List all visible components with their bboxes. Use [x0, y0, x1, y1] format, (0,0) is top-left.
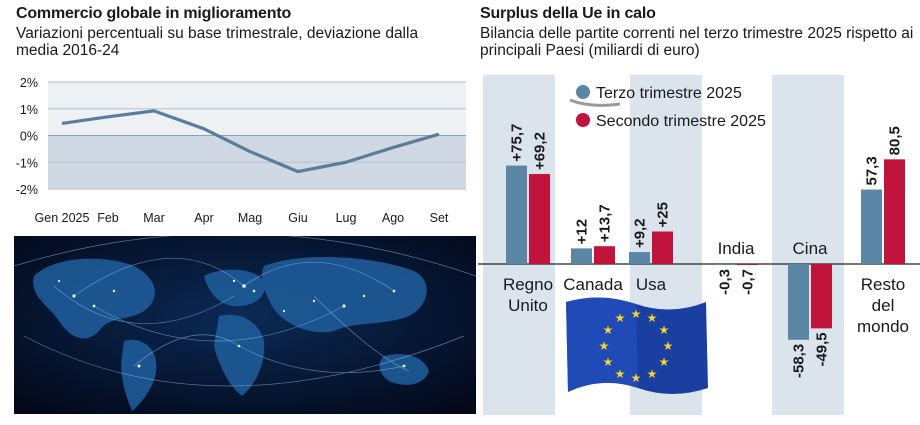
x-tick-label: Set [430, 211, 449, 225]
eu-flag-star-icon: ★ [615, 311, 626, 325]
category-label: Cina [793, 239, 829, 258]
line-chart-subtitle: Variazioni percentuali su base trimestra… [16, 25, 419, 59]
category-label: mondo [857, 317, 909, 336]
bar-value-label: 80,5 [887, 126, 904, 155]
bar [629, 252, 650, 264]
category-label: del [872, 296, 895, 315]
legend-marker [576, 85, 590, 99]
category-label: Regno [503, 275, 553, 294]
bar [506, 165, 527, 264]
bar-chart: ★ ★★★★★★★★★★★Terzo trimestre 2025Secondo … [478, 75, 920, 415]
y-tick-label: -2% [16, 183, 38, 197]
y-tick-label: 2% [20, 76, 38, 90]
bar-value-label: 57,3 [864, 156, 881, 185]
bar [714, 264, 735, 265]
y-tick-label: 1% [20, 103, 38, 117]
x-tick-label: Lug [336, 211, 357, 225]
flag-pole [569, 98, 621, 107]
eu-flag-illustration: ★ ★★★★★★★★★★★ [566, 297, 708, 394]
line-chart-panel: Commercio globale in miglioramento Varia… [14, 5, 476, 414]
bar [594, 246, 615, 264]
legend-label: Secondo trimestre 2025 [596, 113, 766, 130]
bar-chart-title: Surplus della Ue in calo [480, 5, 656, 22]
bar-value-label: +12 [574, 219, 591, 244]
eu-flag-star-icon: ★ [615, 367, 626, 381]
bar-value-label: -58,3 [791, 344, 808, 378]
eu-flag-star-icon: ★ [663, 339, 674, 353]
legend-marker [576, 113, 590, 127]
bar [811, 264, 832, 329]
eu-flag-star-icon: ★ [647, 311, 658, 325]
bar [884, 159, 905, 264]
line-chart: 2% 1% 0% -1% -2% Gen 2025 Feb Mar Apr Mag Giu Lug Ag… [16, 76, 466, 225]
column-band [772, 75, 844, 415]
bar [861, 189, 882, 264]
bar-value-label: +9,2 [632, 218, 649, 248]
eu-flag-star-icon: ★ [659, 323, 670, 337]
bar-value-label: +13,7 [597, 204, 614, 242]
bar-value-label: +69,2 [532, 132, 549, 170]
eu-flag-star-icon: ★ [599, 339, 610, 353]
x-tick-label: Mag [238, 211, 262, 225]
eu-flag-star-icon: ★ [603, 323, 614, 337]
eu-flag-star-icon: ★ [631, 307, 642, 321]
bar [737, 264, 758, 265]
legend-label: Terzo trimestre 2025 [596, 85, 742, 102]
category-label: Unito [508, 296, 548, 315]
category-label: India [718, 239, 755, 258]
bar [529, 174, 550, 264]
y-tick-label: -1% [16, 156, 38, 170]
bar-chart-subtitle: Bilancia delle partite correnti nel terz… [480, 25, 914, 59]
bar [788, 264, 809, 340]
x-tick-label: Feb [97, 211, 119, 225]
eu-flag-shade [566, 297, 638, 392]
x-tick-label: Apr [194, 211, 213, 225]
bar-value-label: -49,5 [814, 332, 831, 366]
x-tick-label: Gen 2025 [35, 211, 90, 225]
bar-value-label: +25 [655, 202, 672, 227]
bar-value-label: +75,7 [509, 124, 526, 162]
bar-value-label: -0,7 [740, 269, 757, 295]
eu-flag-star-icon: ★ [603, 355, 614, 369]
line-chart-title: Commercio globale in miglioramento [16, 5, 292, 22]
category-label: Usa [636, 275, 667, 294]
x-tick-label: Giu [288, 211, 308, 225]
eu-flag-star-icon: ★ [631, 371, 642, 385]
bar [571, 248, 592, 264]
category-label: Resto [861, 275, 905, 294]
eu-flag-star-icon: ★ [647, 367, 658, 381]
x-tick-label: Mar [143, 211, 165, 225]
y-tick-label: 0% [20, 130, 38, 144]
bar-chart-panel: Surplus della Ue in calo Bilancia delle … [470, 0, 920, 425]
category-label: Canada [563, 275, 623, 294]
bar-value-label: -0,3 [717, 269, 734, 295]
bar [652, 231, 673, 264]
world-network-image [14, 236, 476, 414]
x-tick-label: Ago [382, 211, 404, 225]
eu-flag-star-icon: ★ [659, 355, 670, 369]
